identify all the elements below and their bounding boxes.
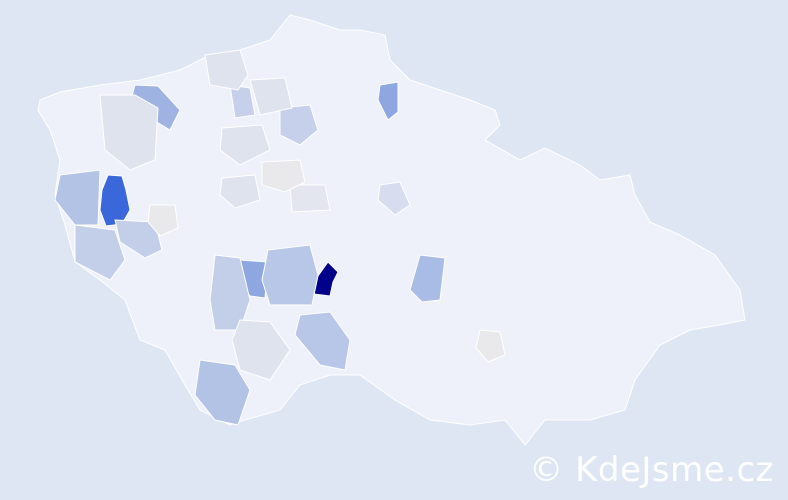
district-light[interactable] <box>229 84 256 119</box>
district-mid[interactable] <box>294 311 351 371</box>
district-low[interactable] <box>289 184 331 213</box>
district-low[interactable] <box>219 174 261 209</box>
district-group <box>54 49 506 426</box>
district-light[interactable] <box>279 104 319 146</box>
district-low[interactable] <box>231 319 291 381</box>
district-outlier[interactable] <box>261 159 306 193</box>
district-mid[interactable] <box>261 244 319 306</box>
district-mid[interactable] <box>194 359 251 426</box>
watermark: © KdeJsme.cz <box>529 450 774 490</box>
district-mid[interactable] <box>54 169 101 226</box>
district-low[interactable] <box>249 77 293 116</box>
district-light[interactable] <box>74 224 126 281</box>
district-medium[interactable] <box>377 81 399 121</box>
district-outlier[interactable] <box>475 329 506 363</box>
district-low[interactable] <box>377 181 411 216</box>
country-outline <box>37 14 746 446</box>
district-mid[interactable] <box>409 254 446 303</box>
district-outlier[interactable] <box>147 204 179 237</box>
district-low[interactable] <box>219 124 271 166</box>
district-low[interactable] <box>204 49 249 91</box>
district-low[interactable] <box>99 94 159 171</box>
